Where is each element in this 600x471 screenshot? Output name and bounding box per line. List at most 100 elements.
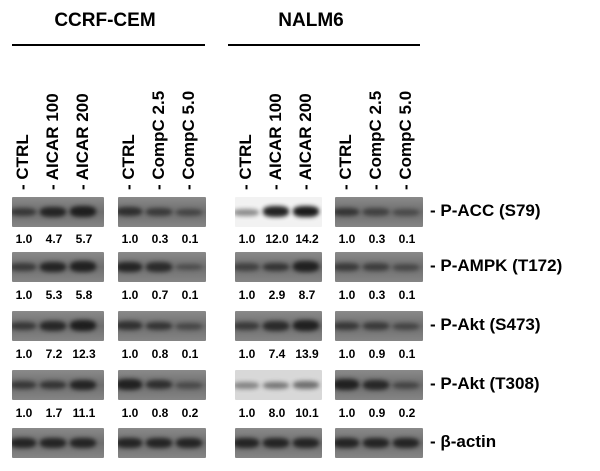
- densitometry-value: 1.0: [338, 347, 356, 361]
- densitometry-value: 1.0: [238, 406, 256, 420]
- protein-band: [335, 379, 359, 390]
- protein-band: [176, 437, 202, 448]
- protein-band: [146, 262, 172, 272]
- densitometry-value: 8.7: [298, 288, 316, 302]
- densitometry-value: 1.0: [338, 406, 356, 420]
- protein-band: [70, 379, 96, 390]
- blot-panel: [12, 370, 104, 400]
- blot-panel: [235, 370, 322, 400]
- blot-panel: [118, 252, 206, 282]
- densitometry-value: 1.0: [15, 232, 33, 246]
- densitometry-value: 5.7: [75, 232, 93, 246]
- blot-panel: [118, 428, 206, 458]
- blot-panel: [235, 428, 322, 458]
- densitometry-value: 5.8: [75, 288, 93, 302]
- densitometry-value: 11.1: [72, 406, 96, 420]
- densitometry-value: 0.2: [181, 406, 199, 420]
- marker-label: - P-AMPK (T172): [430, 256, 563, 275]
- protein-band: [335, 321, 359, 331]
- protein-band: [363, 263, 389, 271]
- protein-band: [40, 261, 66, 272]
- lane-label: - CompC 5.0: [396, 90, 415, 190]
- marker-label: - P-Akt (S473): [430, 315, 541, 334]
- densitometry-value: 0.1: [181, 347, 199, 361]
- lane-label: - CompC 5.0: [179, 90, 198, 190]
- densitometry-value: 1.7: [45, 406, 63, 420]
- lane-label: - AICAR 100: [266, 93, 285, 190]
- protein-band: [235, 382, 259, 389]
- protein-band: [70, 206, 96, 217]
- protein-band: [293, 206, 319, 217]
- protein-band: [70, 437, 96, 448]
- lane-label: - AICAR 200: [73, 93, 92, 190]
- protein-band: [363, 437, 389, 448]
- lane-label: - CompC 2.5: [366, 90, 385, 190]
- protein-band: [40, 206, 66, 217]
- densitometry-value: 1.0: [238, 232, 256, 246]
- protein-band: [235, 322, 259, 330]
- lane-label: - CTRL: [13, 134, 32, 190]
- blot-panel: [12, 197, 104, 227]
- protein-band: [293, 320, 319, 331]
- protein-band: [12, 263, 36, 271]
- protein-band: [118, 207, 142, 217]
- marker-label: - P-Akt (T308): [430, 374, 540, 393]
- protein-band: [118, 321, 142, 331]
- densitometry-value: 0.1: [398, 232, 416, 246]
- protein-band: [263, 206, 289, 217]
- densitometry-value: 1.0: [121, 406, 139, 420]
- protein-band: [393, 381, 419, 389]
- densitometry-value: 7.4: [268, 347, 286, 361]
- protein-band: [235, 263, 259, 271]
- protein-band: [293, 381, 319, 389]
- group-underline-0: [12, 44, 205, 46]
- densitometry-value: 7.2: [45, 347, 63, 361]
- protein-band: [146, 321, 172, 331]
- protein-band: [70, 320, 96, 331]
- protein-band: [118, 261, 142, 272]
- marker-label: - P-ACC (S79): [430, 201, 541, 220]
- densitometry-value: 0.1: [398, 347, 416, 361]
- blot-panel: [118, 311, 206, 341]
- protein-band: [40, 320, 66, 331]
- densitometry-value: 1.0: [338, 232, 356, 246]
- blot-panel: [335, 197, 423, 227]
- protein-band: [335, 207, 359, 217]
- densitometry-value: 1.0: [15, 347, 33, 361]
- protein-band: [393, 322, 419, 330]
- densitometry-value: 0.7: [151, 288, 169, 302]
- group-title-0: CCRF-CEM: [54, 10, 156, 31]
- protein-band: [235, 208, 259, 216]
- densitometry-value: 0.3: [151, 232, 169, 246]
- blot-panel: [12, 252, 104, 282]
- protein-band: [263, 262, 289, 272]
- protein-band: [12, 321, 36, 331]
- lane-label: - AICAR 200: [296, 93, 315, 190]
- protein-band: [146, 380, 172, 390]
- protein-band: [176, 382, 202, 389]
- protein-band: [12, 380, 36, 390]
- protein-band: [12, 437, 36, 448]
- densitometry-value: 0.2: [398, 406, 416, 420]
- protein-band: [235, 437, 259, 448]
- protein-band: [363, 208, 389, 216]
- densitometry-value: 0.9: [368, 406, 386, 420]
- blot-panel: [235, 252, 322, 282]
- densitometry-value: 0.1: [398, 288, 416, 302]
- blot-panel: [335, 252, 423, 282]
- protein-band: [176, 322, 202, 330]
- blot-panel: [235, 197, 322, 227]
- blot-panel: [12, 428, 104, 458]
- densitometry-value: 12.0: [265, 232, 289, 246]
- densitometry-value: 1.0: [121, 232, 139, 246]
- protein-band: [263, 437, 289, 448]
- group-underline-1: [228, 44, 420, 46]
- protein-band: [176, 208, 202, 216]
- densitometry-value: 1.0: [238, 347, 256, 361]
- protein-band: [293, 261, 319, 272]
- densitometry-value: 12.3: [72, 347, 96, 361]
- protein-band: [393, 437, 419, 448]
- lane-label: - CTRL: [119, 134, 138, 190]
- protein-band: [118, 379, 142, 390]
- densitometry-value: 0.3: [368, 288, 386, 302]
